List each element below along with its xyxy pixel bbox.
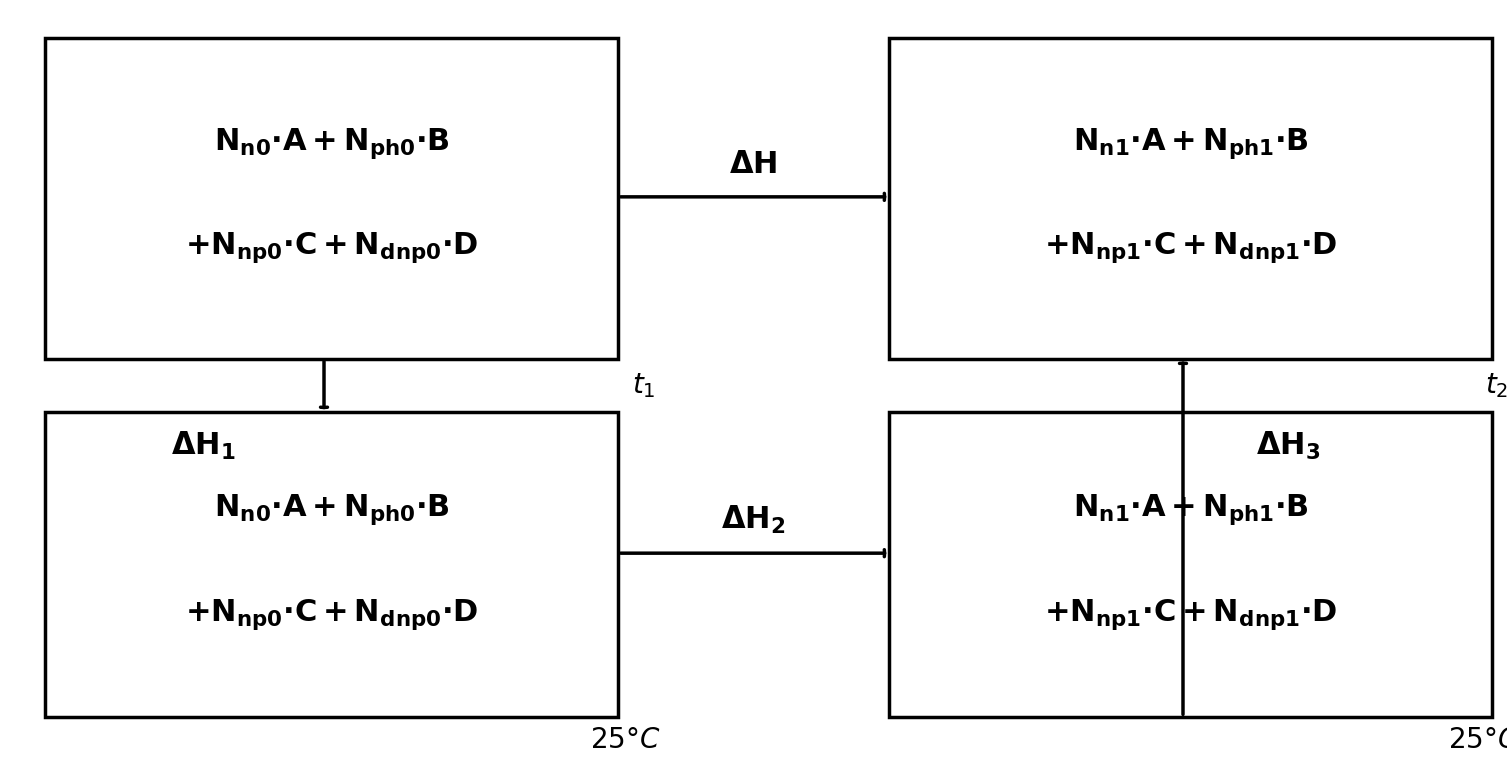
Text: $\mathbf{N_{n0}{\cdot}A + N_{ph0}{\cdot}B}$: $\mathbf{N_{n0}{\cdot}A + N_{ph0}{\cdot}…: [214, 126, 449, 161]
Text: $\mathbf{+N_{np1}{\cdot}C + N_{dnp1}{\cdot}D}$: $\mathbf{+N_{np1}{\cdot}C + N_{dnp1}{\cd…: [1044, 597, 1337, 632]
Text: $\mathbf{N_{n1}{\cdot}A + N_{ph1}{\cdot}B}$: $\mathbf{N_{n1}{\cdot}A + N_{ph1}{\cdot}…: [1073, 492, 1308, 527]
Text: $t_2$: $t_2$: [1484, 371, 1507, 400]
Text: $\mathbf{+N_{np1}{\cdot}C + N_{dnp1}{\cdot}D}$: $\mathbf{+N_{np1}{\cdot}C + N_{dnp1}{\cd…: [1044, 230, 1337, 266]
Bar: [45, 38, 618, 359]
Text: $\mathbf{\Delta H_2}$: $\mathbf{\Delta H_2}$: [722, 504, 785, 536]
Text: $\mathbf{+N_{np0}{\cdot}C + N_{dnp0}{\cdot}D}$: $\mathbf{+N_{np0}{\cdot}C + N_{dnp0}{\cd…: [185, 597, 478, 632]
Text: $\mathbf{\Delta H}$: $\mathbf{\Delta H}$: [729, 149, 778, 179]
Text: $25\degree C$: $25\degree C$: [591, 726, 660, 754]
Bar: [889, 38, 1492, 359]
Text: $\mathbf{N_{n0}{\cdot}A + N_{ph0}{\cdot}B}$: $\mathbf{N_{n0}{\cdot}A + N_{ph0}{\cdot}…: [214, 492, 449, 527]
Bar: [889, 412, 1492, 717]
Text: $\mathbf{\Delta H_1}$: $\mathbf{\Delta H_1}$: [170, 430, 237, 462]
Text: $t_1$: $t_1$: [631, 371, 656, 400]
Text: $\mathbf{\Delta H_3}$: $\mathbf{\Delta H_3}$: [1257, 430, 1320, 462]
Text: $\mathbf{+N_{np0}{\cdot}C + N_{dnp0}{\cdot}D}$: $\mathbf{+N_{np0}{\cdot}C + N_{dnp0}{\cd…: [185, 230, 478, 266]
Text: $\mathbf{N_{n1}{\cdot}A + N_{ph1}{\cdot}B}$: $\mathbf{N_{n1}{\cdot}A + N_{ph1}{\cdot}…: [1073, 126, 1308, 161]
Text: $25\degree C$: $25\degree C$: [1448, 726, 1507, 754]
Bar: [45, 412, 618, 717]
